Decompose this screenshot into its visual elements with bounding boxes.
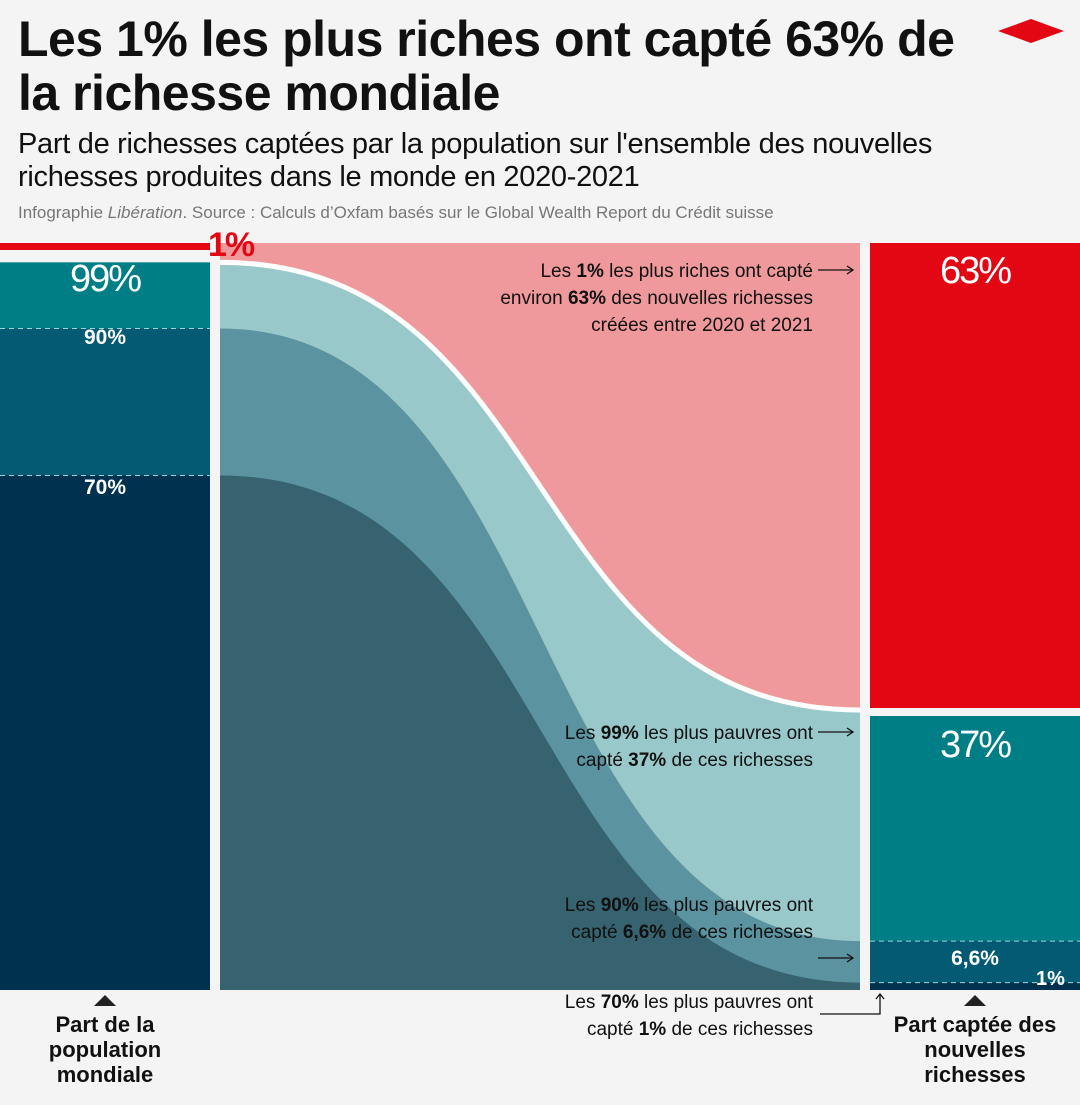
note-top1: Les 1% les plus riches ont capté environ… xyxy=(500,261,813,336)
triangle-up-icon xyxy=(964,995,986,1006)
source-prefix: Infographie xyxy=(18,203,108,222)
left-axis-label: Part de la population mondiale xyxy=(30,995,180,1087)
source-suffix: . Source : Calculs d’Oxfam basés sur le … xyxy=(182,203,774,222)
liberation-diamond-logo-icon xyxy=(998,19,1064,43)
pop-label-1: 1% xyxy=(208,226,255,264)
source: Infographie Libération. Source : Calculs… xyxy=(18,203,774,223)
arrow-icon-head xyxy=(846,953,855,963)
flow-divider xyxy=(219,259,861,713)
page-title: Les 1% les plus riches ont capté 63% de … xyxy=(18,11,955,121)
left-bar-top1 xyxy=(0,243,210,250)
right-bar-63 xyxy=(870,243,1080,708)
pop-label-90: 90% xyxy=(83,326,127,349)
flow-70 xyxy=(220,475,860,990)
wealth-label-37: 37% xyxy=(939,724,1012,766)
arrow-up-icon xyxy=(820,992,885,1015)
note-99: Les 99% les plus pauvres ont capté 37% d… xyxy=(564,723,813,771)
triangle-up-icon xyxy=(94,995,116,1006)
left-bar-90 xyxy=(0,328,210,476)
right-bar-1 xyxy=(870,982,1080,990)
left-bar-70 xyxy=(0,475,210,990)
arrow-icon-head xyxy=(846,727,855,737)
left-bar-99 xyxy=(0,262,210,329)
arrow-icon-head xyxy=(846,265,855,275)
pop-label-99: 99% xyxy=(69,258,142,300)
wealth-label-63: 63% xyxy=(939,250,1012,292)
note-90: Les 90% les plus pauvres ont capté 6,6% … xyxy=(564,895,813,943)
pop-label-70: 70% xyxy=(83,476,127,499)
right-bar-6-6 xyxy=(870,941,1080,990)
note-70: Les 70% les plus pauvres ont capté 1% de… xyxy=(564,992,813,1040)
wealth-label-1: 1% xyxy=(1036,968,1065,990)
subtitle: Part de richesses captées par la populat… xyxy=(18,128,933,193)
source-brand: Libération xyxy=(107,203,183,222)
wealth-label-6-6: 6,6% xyxy=(951,947,999,970)
right-axis-label: Part captée des nouvelles richesses xyxy=(880,995,1070,1087)
